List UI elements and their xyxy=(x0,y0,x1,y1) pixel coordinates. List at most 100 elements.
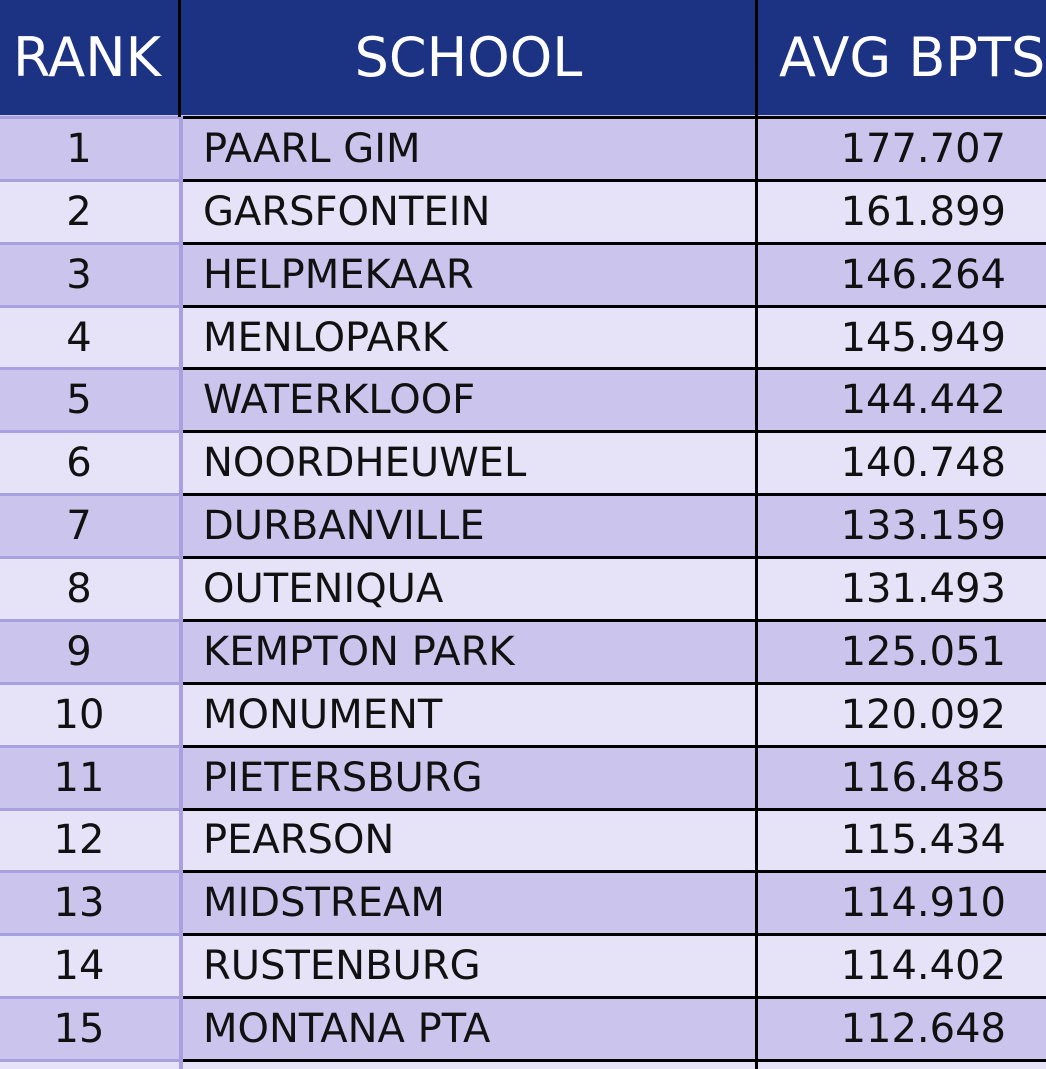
column-divider xyxy=(755,744,758,808)
row-separator xyxy=(180,367,1046,371)
row-separator xyxy=(180,618,1046,622)
row-separator xyxy=(180,996,1046,1000)
row-separator xyxy=(180,807,1046,811)
avg-cell: 120.092 xyxy=(840,691,1006,738)
table-row: 12 PEARSON 115.434 xyxy=(0,807,1046,871)
column-divider xyxy=(755,304,758,368)
rank-cell: 5 xyxy=(66,377,92,424)
rank-separator xyxy=(0,1059,180,1063)
row-separator xyxy=(180,933,1046,937)
table-row: 8 OUTENIQUA 131.493 xyxy=(0,556,1046,619)
avg-cell: 146.264 xyxy=(840,251,1006,298)
row-separator xyxy=(180,744,1046,748)
school-cell: HELPMEKAAR xyxy=(203,251,474,298)
school-cell: PAARL GIM xyxy=(203,125,421,172)
avg-cell: 133.159 xyxy=(840,503,1006,550)
rank-separator xyxy=(0,430,180,434)
rank-cell: 11 xyxy=(53,754,105,801)
table-row: 10 MONUMENT 120.092 xyxy=(0,681,1046,745)
column-divider xyxy=(179,493,183,557)
rank-cell: 12 xyxy=(53,817,105,864)
avg-cell: 125.051 xyxy=(840,628,1006,675)
rank-separator xyxy=(0,996,180,1000)
column-divider xyxy=(179,996,183,1060)
row-separator xyxy=(180,1059,1046,1063)
column-divider xyxy=(755,493,758,557)
rank-cell: 4 xyxy=(66,314,92,361)
column-divider xyxy=(179,618,183,682)
rank-cell: 9 xyxy=(66,628,92,675)
row-separator xyxy=(180,241,1046,245)
avg-cell: 114.910 xyxy=(840,880,1006,927)
school-cell: OUTENIQUA xyxy=(203,566,444,612)
rank-separator xyxy=(0,744,180,748)
column-divider xyxy=(179,870,183,934)
table-row: 15 MONTANA PTA 112.648 xyxy=(0,996,1046,1060)
school-cell: PEARSON xyxy=(203,817,395,864)
rank-separator xyxy=(0,870,180,874)
table-row: 5 WATERKLOOF 144.442 xyxy=(0,367,1046,431)
rank-cell: 6 xyxy=(66,440,92,487)
table-row: 11 PIETERSBURG 116.485 xyxy=(0,744,1046,808)
column-divider xyxy=(755,618,758,682)
school-cell: MONTANA PTA xyxy=(203,1006,491,1053)
column-divider xyxy=(179,681,183,745)
row-separator xyxy=(180,430,1046,434)
table-row: 13 MIDSTREAM 114.910 xyxy=(0,870,1046,934)
rank-separator xyxy=(0,178,180,182)
column-divider xyxy=(179,430,183,494)
avg-cell: 114.402 xyxy=(840,943,1006,990)
avg-cell: 177.707 xyxy=(840,125,1006,172)
avg-cell: 144.442 xyxy=(840,377,1006,424)
rank-separator xyxy=(0,116,180,119)
header-divider xyxy=(178,0,181,117)
rank-cell: 7 xyxy=(66,503,92,550)
rank-separator xyxy=(0,304,180,308)
rank-cell: 15 xyxy=(53,1006,105,1053)
school-cell: WATERKLOOF xyxy=(203,377,476,424)
column-divider xyxy=(179,807,183,871)
school-cell: KEMPTON PARK xyxy=(203,628,515,675)
rank-cell: 13 xyxy=(53,880,105,927)
header-divider xyxy=(755,0,758,117)
avg-cell: 131.493 xyxy=(840,566,1006,612)
column-divider xyxy=(755,996,758,1060)
rank-cell: 2 xyxy=(66,188,92,235)
column-divider xyxy=(179,556,183,619)
rank-separator xyxy=(0,241,180,245)
header-cell: AVG BPTS xyxy=(757,0,1046,115)
rank-separator xyxy=(0,933,180,937)
row-separator xyxy=(180,681,1046,685)
row-separator xyxy=(180,870,1046,874)
column-divider xyxy=(179,304,183,368)
avg-cell: 145.949 xyxy=(840,314,1006,361)
column-divider xyxy=(755,367,758,431)
avg-cell: 115.434 xyxy=(840,817,1006,864)
rank-cell: 8 xyxy=(66,566,92,612)
school-cell: NOORDHEUWEL xyxy=(203,440,527,487)
rank-cell: 1 xyxy=(66,125,92,172)
table-row: 1 PAARL GIM 177.707 xyxy=(0,116,1046,179)
column-divider xyxy=(179,744,183,808)
row-separator xyxy=(180,556,1046,560)
avg-cell: 161.899 xyxy=(840,188,1006,235)
column-divider xyxy=(179,1059,183,1069)
column-divider xyxy=(179,178,183,242)
column-divider xyxy=(755,556,758,619)
school-cell: DURBANVILLE xyxy=(203,503,485,550)
row-separator xyxy=(180,178,1046,182)
school-cell: MIDSTREAM xyxy=(203,880,445,927)
header-cell: RANK xyxy=(0,0,180,115)
avg-cell: 116.485 xyxy=(840,754,1006,801)
column-divider xyxy=(755,430,758,494)
rank-separator xyxy=(0,367,180,371)
table-row xyxy=(0,1059,1046,1069)
rank-separator xyxy=(0,681,180,685)
rank-cell: 3 xyxy=(66,251,92,298)
table-row: 7 DURBANVILLE 133.159 xyxy=(0,493,1046,557)
row-separator xyxy=(180,116,1046,119)
school-cell: MONUMENT xyxy=(203,691,443,738)
column-divider xyxy=(755,870,758,934)
column-divider xyxy=(179,241,183,305)
